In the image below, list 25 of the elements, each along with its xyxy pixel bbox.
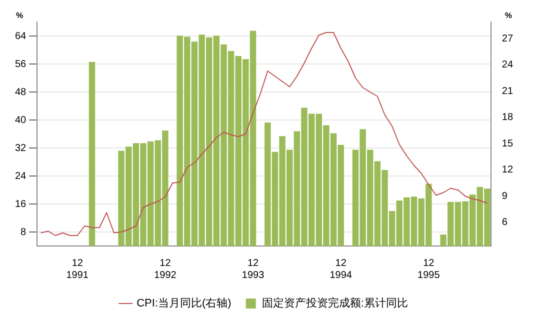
y-axis-title: % (16, 11, 24, 20)
y-tick-label: 16 (15, 198, 27, 210)
x-tick-label: 12 1994 (330, 258, 352, 281)
y2-tick-label: 9 (502, 190, 508, 202)
legend-label: CPI:当月同比(右轴) (136, 296, 232, 310)
y2-tick-label: 6 (502, 217, 508, 228)
y-tick-label: 40 (15, 114, 27, 126)
x-tick-label: 12 1992 (154, 258, 177, 281)
y2-tick-label: 15 (502, 138, 514, 150)
y-tick-label: 32 (15, 142, 27, 154)
y2-axis-title: % (504, 11, 512, 20)
y2-tick-label: 21 (502, 86, 514, 97)
x-tick-label: 12 1991 (66, 258, 89, 281)
y2-tick-label: 18 (502, 112, 514, 124)
y2-tick-label: 12 (502, 164, 514, 176)
y-tick-label: 56 (15, 58, 27, 70)
x-tick-label: 12 1993 (242, 258, 265, 281)
x-tick-label: 12 1995 (418, 258, 440, 281)
y-tick-label: 24 (15, 170, 27, 182)
y-tick-label: 8 (20, 226, 27, 238)
legend-label: 固定资产投资完成额:累计同比 (262, 296, 408, 310)
y-tick-label: 64 (15, 30, 27, 42)
y-tick-label: 48 (15, 86, 27, 98)
y2-tick-label: 24 (502, 60, 514, 71)
y2-tick-label: 27 (502, 33, 514, 44)
